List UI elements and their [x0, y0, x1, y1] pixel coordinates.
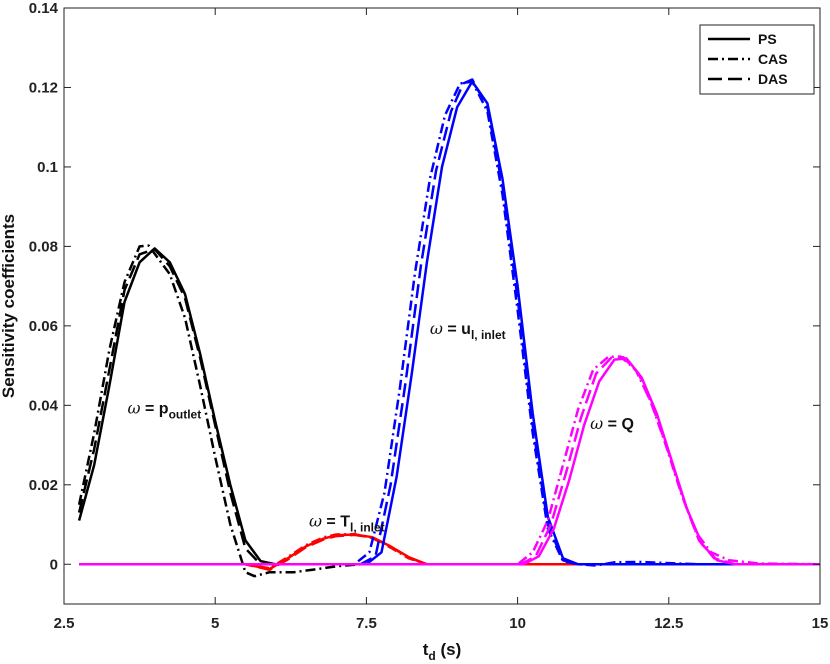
series-line-p-outlet-cas — [77, 244, 820, 578]
annotation-t-inlet: ω = Tl, inlet — [309, 512, 385, 535]
y-axis-title: Sensitivity coefficients — [0, 214, 18, 398]
y-tick-label: 0.08 — [29, 238, 58, 255]
x-tick-label: 5 — [211, 615, 219, 632]
series-line-t-inlet-das — [79, 533, 820, 572]
series-line-u-inlet-das — [79, 78, 820, 566]
x-tick-label: 2.5 — [54, 615, 75, 632]
series-line-p-outlet-das — [77, 247, 820, 566]
legend-label-ps: PS — [758, 31, 777, 47]
plot-background — [64, 8, 820, 604]
y-tick-label: 0.06 — [29, 318, 58, 335]
x-tick-label: 10 — [509, 615, 526, 632]
x-axis-title: td (s) — [423, 640, 462, 663]
x-tick-label: 15 — [812, 615, 829, 632]
annotation-q: ω = Q — [590, 414, 634, 433]
x-tick-label: 7.5 — [356, 615, 377, 632]
y-tick-label: 0.14 — [29, 0, 59, 17]
series-line-q-ps — [79, 357, 820, 566]
series-line-q-das — [79, 356, 820, 566]
plot-frame — [63, 7, 821, 605]
legend-box — [699, 24, 815, 95]
series-line-q-cas — [79, 355, 821, 566]
series-layer — [77, 78, 821, 578]
legend-label-das: DAS — [758, 71, 788, 87]
x-tick-label: 12.5 — [654, 615, 683, 632]
y-tick-label: 0.1 — [37, 159, 58, 176]
y-tick-label: 0.02 — [29, 477, 58, 494]
annotation-u-inlet: ω = ul, inlet — [430, 319, 506, 342]
x-axis: 2.5 5 7.5 10 12.5 15 — [54, 8, 829, 632]
y-axis: 0 0.02 0.04 0.06 0.08 0.1 0.12 0.14 — [29, 0, 820, 573]
y-tick-label: 0.04 — [29, 397, 59, 414]
legend: PS CAS DAS — [699, 24, 815, 95]
legend-label-cas: CAS — [758, 51, 788, 67]
y-tick-label: 0 — [50, 556, 58, 573]
annotation-p-outlet: ω = poutlet — [128, 398, 202, 421]
series-line-p-outlet-ps — [77, 247, 820, 566]
annotation-layer: ω = poutlet ω = Tl, inlet ω = ul, inlet ω =… — [128, 319, 634, 535]
y-tick-label: 0.12 — [29, 79, 58, 96]
